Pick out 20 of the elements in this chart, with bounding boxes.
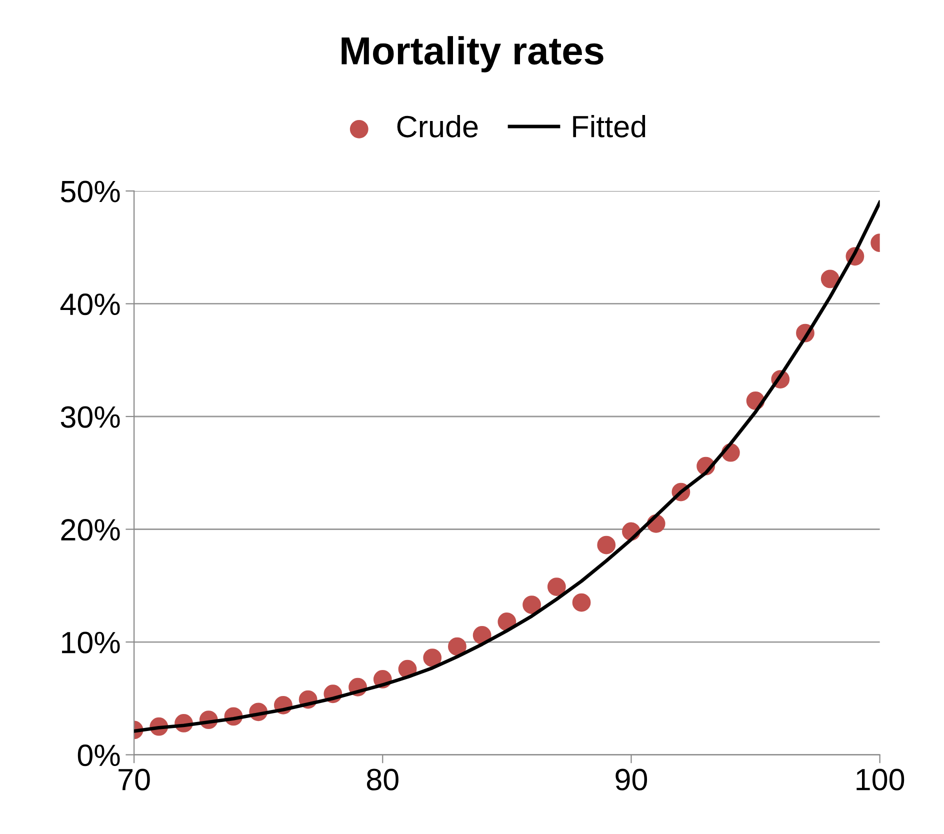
y-tick-label: 0%: [78, 744, 120, 766]
y-tick-label: 20%: [61, 518, 120, 541]
point: [820, 270, 840, 288]
point: [572, 593, 591, 612]
point: [423, 648, 442, 667]
y-tick-label: 50%: [60, 180, 120, 202]
point: [597, 536, 616, 554]
legend-label: Fitted: [573, 115, 646, 138]
x-tick-label: 80: [366, 768, 398, 790]
x-tick-label: 70: [118, 768, 150, 790]
y-tick-label: 30%: [60, 406, 120, 428]
y-tick-label: 40%: [60, 293, 120, 316]
point: [547, 578, 566, 596]
legend-label: Crude: [397, 115, 478, 138]
x-tick-label: 100: [856, 768, 904, 790]
point: [522, 596, 541, 614]
y-tick-label: 10%: [62, 632, 120, 654]
chart-title: Mortality rates: [342, 36, 604, 72]
point: [448, 637, 466, 656]
x-tick-label: 90: [616, 768, 648, 790]
